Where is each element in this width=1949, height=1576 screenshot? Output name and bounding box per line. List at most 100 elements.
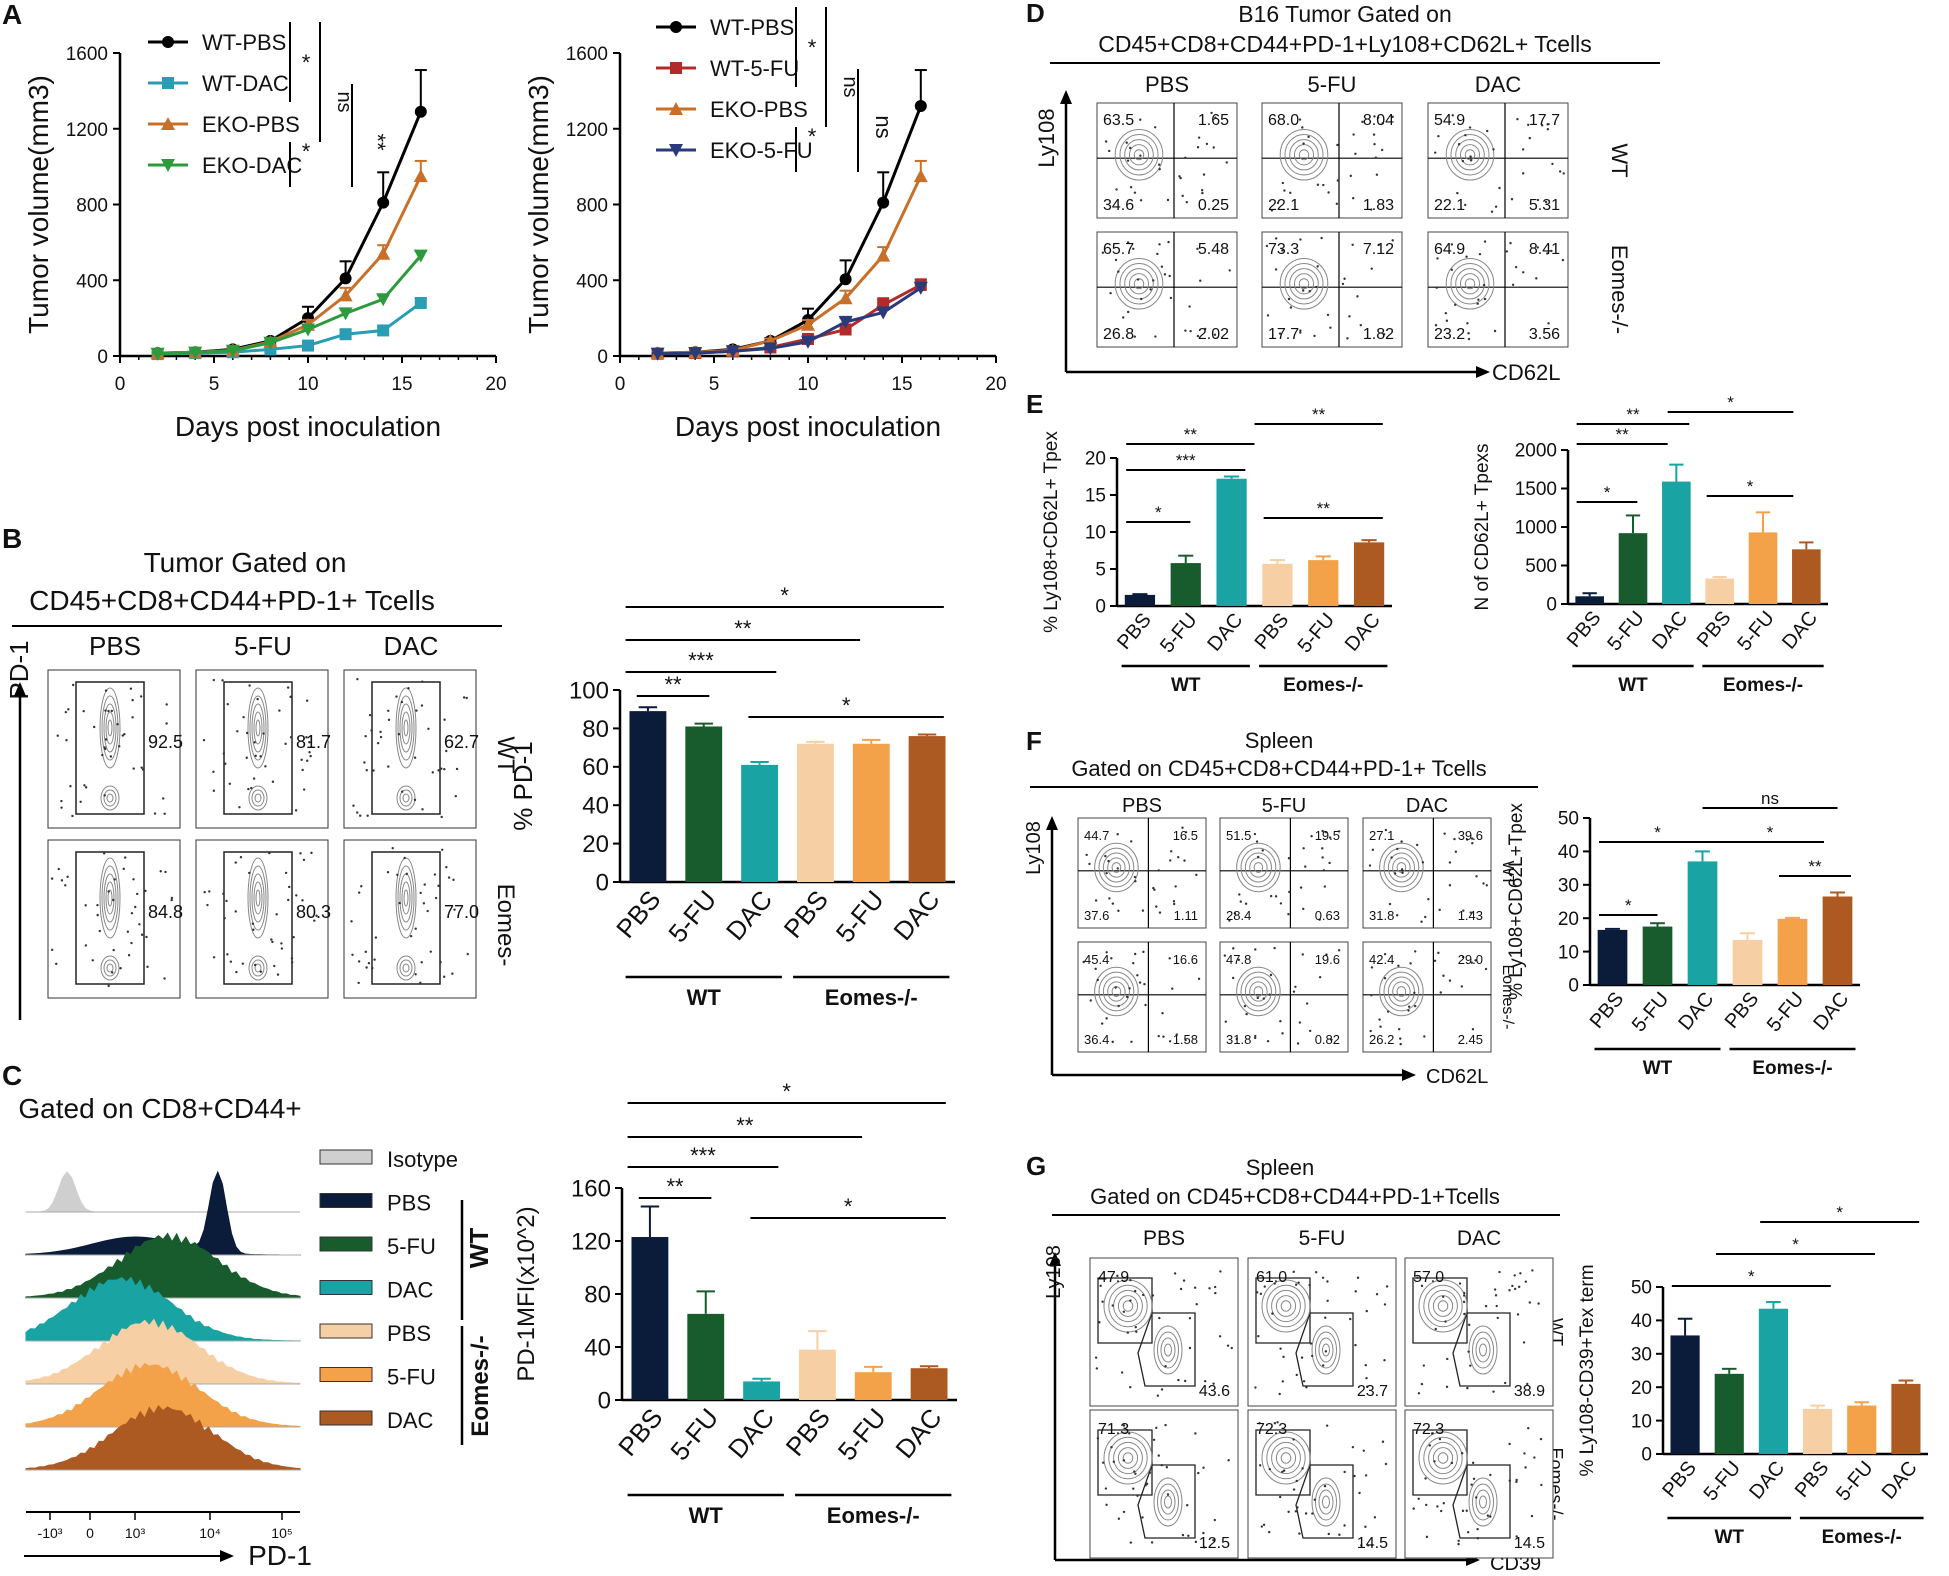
event-dot xyxy=(64,710,68,714)
bar xyxy=(1758,1308,1788,1454)
event-dot xyxy=(1407,1009,1410,1012)
x-category-label: PBS xyxy=(610,885,666,944)
event-dot xyxy=(1375,173,1379,176)
event-dot xyxy=(170,898,173,902)
event-dot xyxy=(1409,962,1412,965)
event-dot xyxy=(1401,871,1404,875)
bar xyxy=(631,1237,669,1400)
event-dot xyxy=(1377,243,1380,247)
event-dot xyxy=(1269,894,1273,898)
chart-a-right: 0 400 800 1200 1600 0 5 10 15 20 Days post inocula… xyxy=(523,7,1007,442)
arrow-head xyxy=(220,1550,234,1562)
event-dot xyxy=(66,875,69,879)
contour xyxy=(397,695,415,761)
event-dot xyxy=(112,898,115,902)
contour xyxy=(100,955,120,981)
event-dot xyxy=(443,975,446,978)
event-dot xyxy=(1179,176,1182,180)
legend-marker xyxy=(161,159,175,172)
event-dot xyxy=(139,695,143,698)
event-dot xyxy=(1101,1300,1104,1303)
event-dot xyxy=(1125,995,1129,999)
quadrant-value: 64.9 xyxy=(1434,241,1465,258)
flow-row-label: Eomes-/- xyxy=(1499,965,1516,1030)
legend-swatch xyxy=(319,1323,373,1339)
event-dot xyxy=(1434,1327,1437,1331)
event-dot xyxy=(290,961,294,964)
event-dot xyxy=(1381,1440,1385,1443)
event-dot xyxy=(1358,1491,1361,1495)
contour xyxy=(1289,139,1319,171)
legend-label: EKO-PBS xyxy=(710,97,808,122)
event-dot xyxy=(1470,1483,1473,1486)
contour xyxy=(403,889,409,907)
event-dot xyxy=(107,709,110,713)
y-tick-label: 40 xyxy=(582,793,609,820)
event-dot xyxy=(301,899,304,902)
event-dot xyxy=(1289,191,1292,195)
bar xyxy=(1670,1335,1700,1454)
event-dot xyxy=(1133,335,1137,338)
event-dot xyxy=(1508,1442,1511,1446)
x-category-label: PBS xyxy=(1658,1457,1701,1502)
event-dot xyxy=(1136,974,1139,977)
legend-label: PBS xyxy=(387,1321,431,1346)
event-dot xyxy=(1299,329,1302,332)
event-dot xyxy=(1255,840,1259,843)
event-dot xyxy=(64,884,67,887)
event-dot xyxy=(1371,848,1375,852)
event-dot xyxy=(1349,1317,1352,1321)
sig-label: * xyxy=(1767,823,1774,842)
flow-col-label: PBS xyxy=(1122,795,1162,817)
x-category-label: 5-FU xyxy=(832,1403,892,1467)
event-dot xyxy=(1508,1288,1511,1292)
event-dot xyxy=(1445,1385,1449,1389)
event-dot xyxy=(1476,302,1479,305)
event-dot xyxy=(1461,955,1465,959)
event-dot xyxy=(1244,902,1248,905)
event-dot xyxy=(1412,1507,1415,1510)
event-dot xyxy=(1139,154,1142,157)
event-dot xyxy=(1365,1309,1368,1313)
contour xyxy=(1450,134,1490,176)
quadrant-value: 0.63 xyxy=(1315,908,1340,923)
event-dot xyxy=(264,765,267,768)
event-dot xyxy=(1274,895,1278,898)
event-dot xyxy=(1386,1010,1390,1013)
event-dot xyxy=(1528,136,1531,140)
contour xyxy=(1160,1337,1176,1363)
contour xyxy=(1472,1483,1494,1521)
event-dot xyxy=(1448,861,1452,864)
event-dot xyxy=(1475,1496,1478,1499)
event-dot xyxy=(1279,1347,1282,1350)
event-dot xyxy=(273,964,276,968)
gate-percentage: 47.9 xyxy=(1098,1269,1129,1286)
event-dot xyxy=(1388,902,1392,906)
event-dot xyxy=(427,727,430,730)
event-dot xyxy=(1152,1438,1156,1441)
event-dot xyxy=(221,679,224,682)
event-dot xyxy=(1188,305,1191,308)
event-dot xyxy=(302,788,306,791)
event-dot xyxy=(1200,188,1204,192)
event-dot xyxy=(1322,869,1326,872)
event-dot xyxy=(1283,189,1286,192)
event-dot xyxy=(84,786,88,789)
contour xyxy=(103,703,117,753)
flow-gate xyxy=(1412,1429,1468,1496)
event-dot xyxy=(1445,319,1449,322)
event-dot xyxy=(1178,175,1181,178)
x-category-label: 5-FU xyxy=(1832,1457,1877,1505)
x-category-label: 5-FU xyxy=(1294,609,1339,657)
sig-label: * xyxy=(844,1194,853,1219)
event-dot xyxy=(84,904,87,907)
event-dot xyxy=(208,890,211,893)
histogram-curve xyxy=(26,1171,300,1213)
event-dot xyxy=(1323,1484,1327,1488)
event-dot xyxy=(302,858,306,862)
event-dot xyxy=(358,814,362,817)
event-dot xyxy=(271,940,274,944)
event-dot xyxy=(1130,840,1133,843)
event-dot xyxy=(357,981,360,985)
